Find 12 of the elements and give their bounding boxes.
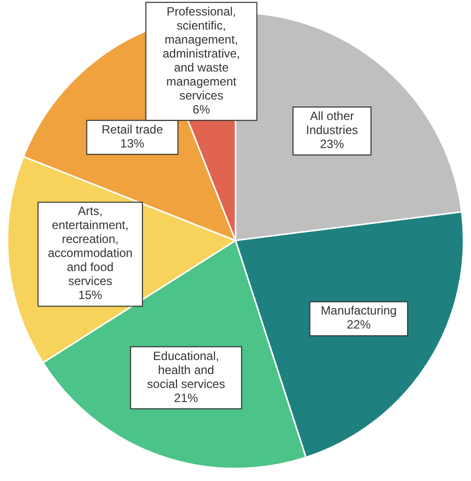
slice-label: Arts, entertainment, recreation, accommodation and food services bbox=[48, 204, 133, 288]
data-label: 15% bbox=[78, 288, 103, 302]
data-label: 13% bbox=[120, 136, 145, 150]
slice-label: Manufacturing bbox=[320, 304, 397, 318]
data-label: 23% bbox=[320, 137, 344, 152]
slice-label: Retail trade bbox=[102, 122, 164, 136]
data-label: 6% bbox=[192, 102, 210, 116]
slice-label: All other Industries bbox=[306, 109, 358, 138]
data-label: 21% bbox=[174, 390, 198, 405]
data-label: 22% bbox=[346, 318, 372, 332]
slice-label: Professional, scientific, management, administrative, and waste management services bbox=[162, 4, 240, 102]
slice-label: Educational, health and social services bbox=[147, 348, 226, 391]
